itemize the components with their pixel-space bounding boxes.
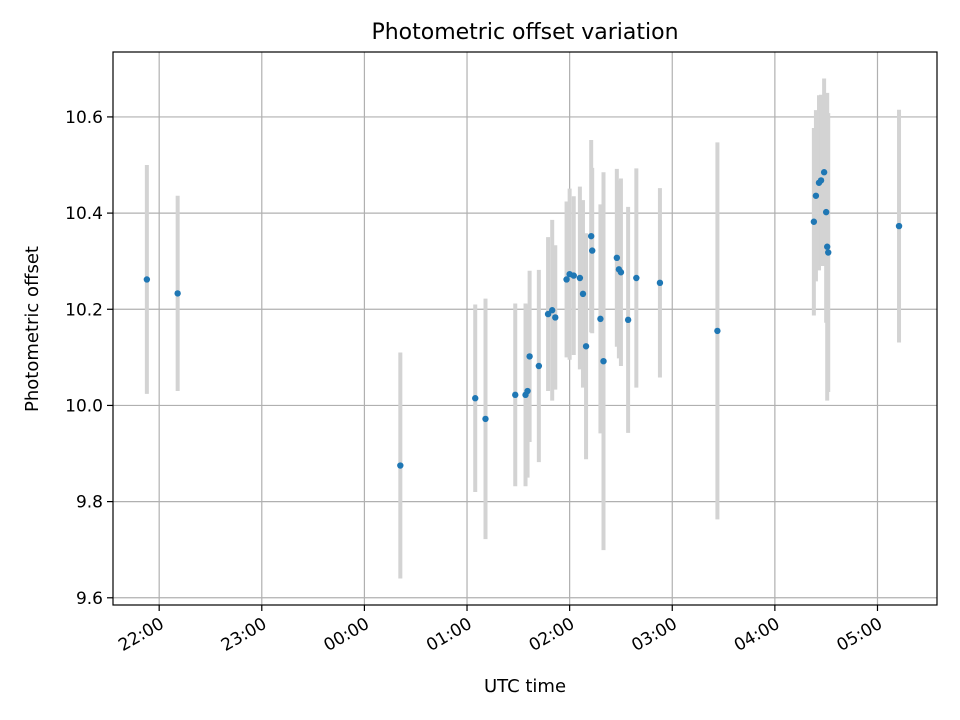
data-point — [633, 274, 640, 282]
data-point — [810, 218, 818, 225]
data-point — [582, 343, 590, 350]
y-axis-label: Photometric offset — [22, 246, 43, 412]
x-tick-label: 03:00 — [628, 614, 680, 656]
data-point — [563, 276, 570, 283]
x-tick-label: 04:00 — [731, 614, 783, 656]
data-point — [656, 279, 664, 287]
data-point — [817, 177, 825, 184]
y-tick-label: 10.4 — [65, 204, 103, 224]
data-point — [824, 243, 831, 250]
data-point — [587, 232, 595, 240]
data-point — [548, 307, 556, 314]
data-point — [526, 353, 533, 360]
data-point — [576, 274, 584, 282]
data-point — [544, 310, 552, 318]
data-point — [624, 316, 632, 324]
data-point — [820, 169, 828, 176]
data-point — [597, 315, 604, 323]
point-layer — [143, 169, 903, 469]
data-point — [579, 290, 587, 298]
data-point — [600, 357, 607, 365]
data-point — [589, 247, 596, 254]
data-point — [552, 314, 559, 321]
data-point — [822, 208, 830, 216]
y-tick-label: 10.6 — [65, 108, 103, 128]
x-tick-label: 02:00 — [526, 614, 578, 656]
x-tick-label: 05:00 — [834, 614, 886, 656]
chart-title: Photometric offset variation — [371, 20, 678, 45]
x-tick-label: 01:00 — [423, 614, 475, 656]
x-axis-label: UTC time — [484, 676, 566, 697]
y-tick-label: 10.2 — [65, 300, 103, 320]
data-point — [895, 222, 903, 230]
y-tick-label: 9.8 — [76, 493, 103, 513]
data-point — [812, 192, 820, 199]
y-tick-label: 9.6 — [76, 589, 103, 609]
x-tick-label: 23:00 — [218, 614, 270, 656]
data-point — [613, 254, 621, 262]
data-point — [714, 327, 721, 335]
data-point — [825, 249, 832, 256]
data-point — [512, 391, 519, 399]
data-point — [143, 276, 151, 283]
data-point — [397, 462, 404, 469]
data-point — [482, 415, 489, 423]
errorbar-layer — [144, 78, 902, 579]
x-tick-label: 00:00 — [320, 614, 372, 656]
data-point — [524, 387, 531, 395]
data-point — [174, 290, 181, 297]
plot-frame — [112, 51, 938, 606]
x-tick-label: 22:00 — [115, 614, 167, 656]
data-point — [472, 395, 479, 402]
data-point — [535, 362, 543, 370]
y-tick-label: 10.0 — [65, 396, 103, 416]
data-point — [617, 269, 625, 276]
data-point — [570, 272, 577, 279]
